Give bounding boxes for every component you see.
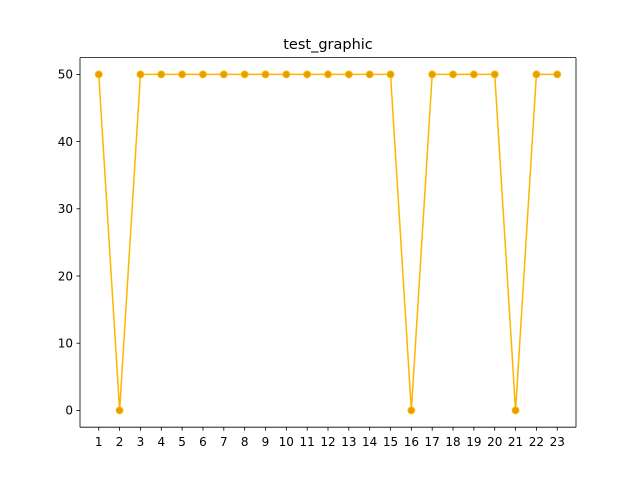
x-tick-label: 11	[300, 435, 315, 449]
data-point-marker	[344, 70, 353, 79]
y-tick-label: 40	[58, 135, 73, 149]
x-tick-label: 16	[404, 435, 419, 449]
data-point-marker	[407, 406, 416, 415]
data-point-marker	[136, 70, 145, 79]
x-axis: 1 2 3 4 5 6 7 8 9 10 11 12 13 14 15 16 17 18 19 20 21 22 23	[95, 427, 565, 449]
data-point-marker	[178, 70, 187, 79]
data-point-marker	[532, 70, 541, 79]
x-tick-label: 4	[157, 435, 165, 449]
data-point-marker	[199, 70, 207, 79]
data-point-marker	[240, 70, 249, 79]
x-tick-label: 20	[487, 435, 502, 449]
x-tick-label: 12	[320, 435, 335, 449]
x-tick-label: 7	[220, 435, 228, 449]
x-tick-label: 23	[550, 435, 565, 449]
data-point-marker	[324, 70, 332, 79]
y-tick-label: 20	[58, 269, 73, 283]
x-tick-label: 14	[362, 435, 377, 449]
data-point-marker	[469, 70, 478, 79]
x-tick-label: 19	[466, 435, 481, 449]
x-tick-label: 15	[383, 435, 398, 449]
data-point-marker	[157, 70, 166, 79]
data-point-marker	[303, 70, 312, 79]
x-tick-label: 22	[529, 435, 544, 449]
data-point-marker	[428, 70, 437, 79]
x-tick-label: 1	[95, 435, 103, 449]
x-tick-label: 3	[137, 435, 145, 449]
x-tick-label: 9	[262, 435, 270, 449]
x-tick-label: 13	[341, 435, 356, 449]
x-tick-label: 8	[241, 435, 249, 449]
data-point-marker	[386, 70, 395, 79]
data-point-marker	[282, 70, 291, 79]
data-point-marker	[365, 70, 374, 79]
plot-area	[80, 57, 576, 428]
x-tick-label: 2	[116, 435, 124, 449]
data-point-marker	[553, 70, 562, 79]
y-axis: 0 10 20 30 40 50	[58, 68, 80, 418]
y-tick-label: 0	[65, 404, 73, 418]
data-point-marker	[511, 406, 520, 415]
x-tick-label: 5	[178, 435, 186, 449]
x-tick-label: 10	[279, 435, 294, 449]
x-tick-label: 17	[425, 435, 440, 449]
data-point-marker	[219, 70, 228, 79]
x-tick-label: 18	[445, 435, 460, 449]
x-tick-label: 21	[508, 435, 523, 449]
y-tick-label: 10	[58, 337, 73, 351]
data-point-marker	[449, 70, 457, 79]
y-tick-label: 30	[58, 202, 73, 216]
plot-frame	[79, 57, 577, 428]
data-point-marker	[261, 70, 270, 79]
data-point-marker	[115, 406, 124, 415]
chart-title: test_graphic	[283, 37, 373, 53]
y-tick-label: 50	[58, 68, 73, 82]
data-point-marker	[94, 70, 103, 79]
series-markers-group	[94, 70, 562, 415]
x-tick-label: 6	[199, 435, 207, 449]
data-point-marker	[490, 70, 499, 79]
